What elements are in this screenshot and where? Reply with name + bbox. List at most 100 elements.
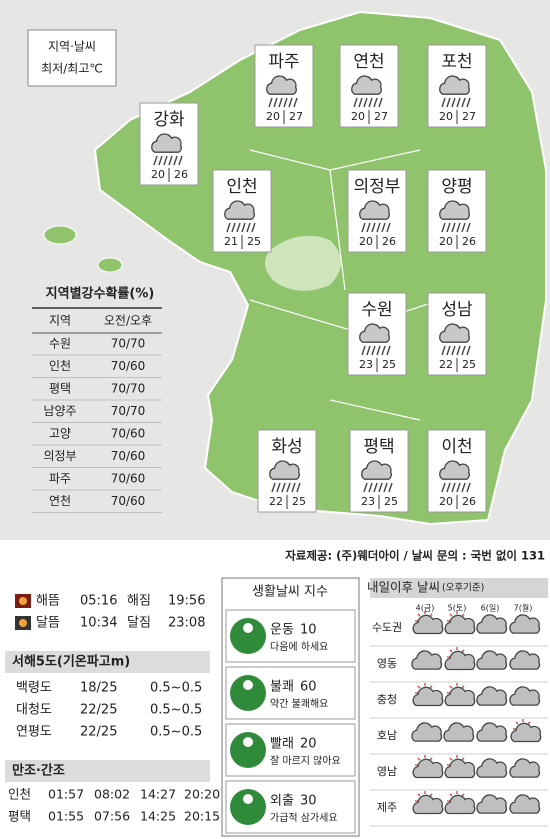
rain-drop — [446, 97, 451, 108]
rain-drop — [466, 345, 471, 356]
tide-time: 20:15 — [184, 809, 220, 824]
legend-box — [27, 29, 117, 87]
index-icon — [230, 618, 266, 654]
section-header — [5, 651, 210, 673]
rain-drop — [386, 345, 391, 356]
rain-drop — [226, 222, 231, 233]
sea-cell: 18/25 — [80, 681, 117, 696]
city-name: 화성 — [271, 437, 302, 457]
sun-ray — [417, 613, 421, 617]
sun-ray — [449, 613, 453, 617]
city-name: 평택 — [363, 437, 394, 457]
cloud-icon — [444, 758, 476, 779]
rain-drop — [378, 482, 383, 493]
sea-cell: 0.5~0.5 — [150, 703, 202, 718]
rain-drop — [378, 97, 383, 108]
tide-time: 01:55 — [48, 809, 84, 824]
cloud-icon — [444, 794, 476, 815]
sun-ray — [417, 793, 421, 797]
cloud-icon — [476, 794, 508, 814]
island — [97, 257, 123, 273]
sun-ray — [417, 757, 421, 761]
rain-drop — [353, 97, 358, 108]
city-name: 성남 — [441, 300, 473, 320]
sea-cell: 대청도 — [16, 703, 52, 718]
high-temp: 25 — [292, 495, 306, 508]
rain-drop — [231, 222, 236, 233]
astro-icon-dot — [19, 619, 27, 627]
index-value: 10 — [300, 623, 317, 638]
city-name: 인천 — [226, 177, 257, 197]
cloud-icon — [476, 686, 508, 706]
cloud-icon — [509, 650, 541, 670]
region-label: 호남 — [377, 729, 397, 742]
table-cell: 70/60 — [111, 472, 146, 486]
sun-ray — [515, 721, 519, 725]
astro-time: 23:08 — [168, 616, 205, 631]
cloud-icon — [269, 460, 300, 480]
rain-drop — [273, 97, 278, 108]
rain-drop — [373, 482, 378, 493]
rain-drop — [451, 97, 456, 108]
index-icon — [230, 675, 266, 711]
rain-drop — [446, 345, 451, 356]
low-temp: 20 — [439, 495, 453, 508]
index-name: 운동 — [270, 623, 294, 638]
cloud-icon — [359, 323, 390, 343]
rain-drop — [371, 345, 376, 356]
day-label: 7(월) — [514, 603, 533, 613]
rain-drop — [376, 345, 381, 356]
astro-time: 19:56 — [168, 594, 205, 609]
low-temp: 22 — [439, 358, 453, 371]
rain-drop — [296, 482, 301, 493]
high-temp: 26 — [462, 495, 476, 508]
rain-drop — [278, 97, 283, 108]
high-temp: 27 — [462, 110, 476, 123]
sun-ray — [449, 685, 453, 689]
cloud-icon — [411, 650, 443, 670]
cloud-icon — [444, 686, 476, 707]
cloud-icon — [412, 794, 444, 815]
tide-time: 20:20 — [184, 787, 220, 802]
city-name: 이천 — [441, 437, 472, 457]
table-cell: 70/70 — [111, 337, 146, 351]
cloud-icon — [266, 75, 297, 95]
rain-drop — [158, 155, 163, 166]
sun-ray — [449, 757, 453, 761]
rain-drop — [251, 222, 256, 233]
source-text: 자료제공: (주)웨더아이 / 날씨 문의 : 국번 없이 131 — [285, 549, 545, 563]
city-name: 포천 — [441, 52, 472, 72]
rain-drop — [461, 482, 466, 493]
day-label: 6(일) — [481, 604, 500, 613]
tide-time: 07:56 — [94, 809, 130, 824]
cloud-icon — [439, 75, 470, 95]
rain-drop — [361, 345, 366, 356]
rain-drop — [383, 482, 388, 493]
index-note: 잘 마르지 않아요 — [270, 755, 341, 767]
rain-drop — [271, 482, 276, 493]
high-temp: 26 — [462, 235, 476, 248]
low-temp: 20 — [359, 235, 373, 248]
table-cell: 의정부 — [43, 449, 76, 463]
day-label: 4(금) — [416, 604, 435, 613]
rain-drop — [456, 97, 461, 108]
rain-drop — [388, 482, 393, 493]
cloud-icon — [476, 758, 508, 778]
rain-drop — [461, 345, 466, 356]
index-note: 다음에 하세요 — [270, 640, 328, 653]
low-temp: 20 — [439, 235, 453, 248]
index-name: 외출 — [270, 794, 294, 809]
panel-note: (오후기준) — [442, 583, 484, 594]
cloud-icon — [359, 200, 390, 220]
city-name: 양평 — [441, 177, 472, 197]
table-cell: 70/70 — [111, 382, 146, 396]
index-value: 30 — [300, 794, 317, 809]
rain-drop — [268, 97, 273, 108]
index-value: 20 — [300, 737, 317, 752]
astro-label: 해짐 — [127, 594, 151, 609]
rain-drop — [291, 482, 296, 493]
cloud-icon — [444, 614, 476, 635]
rain-drop — [456, 222, 461, 233]
cloud-icon — [509, 794, 541, 814]
high-temp: 25 — [247, 235, 261, 248]
